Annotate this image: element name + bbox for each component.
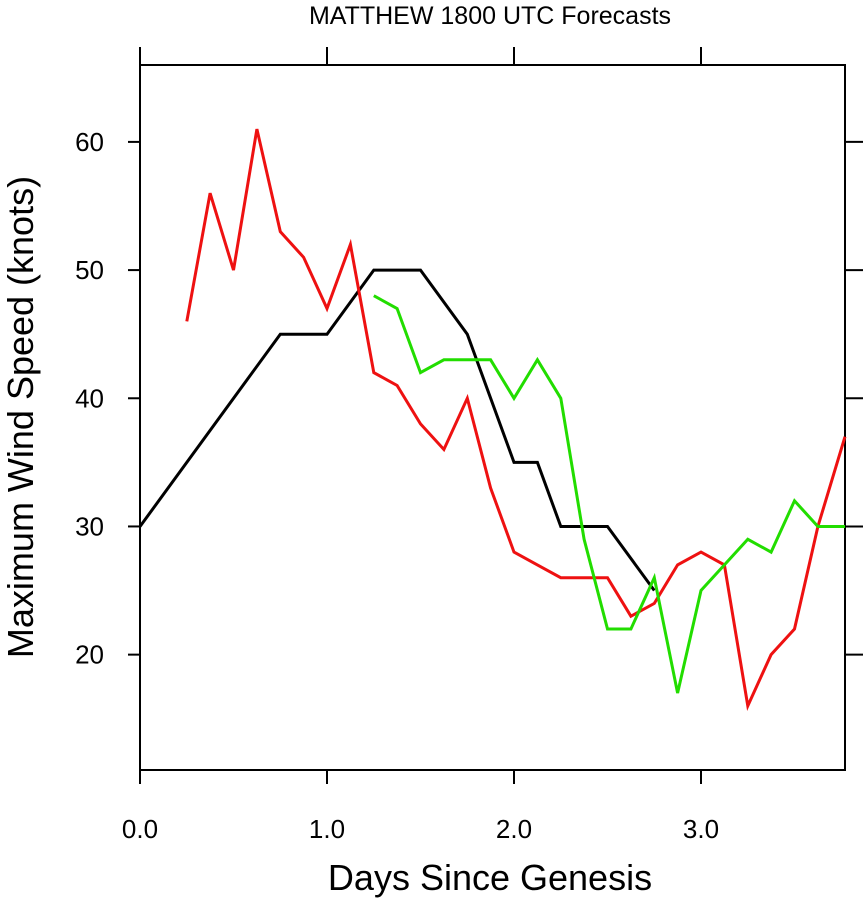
series-line-3 xyxy=(373,294,845,694)
y-tick-label: 20 xyxy=(75,640,104,670)
y-axis-label: Maximum Wind Speed (knots) xyxy=(0,176,41,658)
x-tick-label: 3.0 xyxy=(683,814,719,844)
x-tick-label: 0.0 xyxy=(122,814,158,844)
y-tick-label: 30 xyxy=(75,511,104,541)
y-tick-label: 60 xyxy=(75,127,104,157)
series-line-1 xyxy=(138,268,656,592)
y-tick-label: 50 xyxy=(75,255,104,285)
y-tick-label: 40 xyxy=(75,383,104,413)
series-line-2 xyxy=(185,128,847,712)
chart-title: MATTHEW 1800 UTC Forecasts xyxy=(309,2,671,30)
x-tick-label: 1.0 xyxy=(309,814,345,844)
x-axis-label: Days Since Genesis xyxy=(328,857,652,898)
x-tick-label: 2.0 xyxy=(496,814,532,844)
plot-area: 0.0 1.0 2.0 3.0 20 30 40 50 60 xyxy=(75,47,863,844)
plot-frame xyxy=(139,64,846,771)
